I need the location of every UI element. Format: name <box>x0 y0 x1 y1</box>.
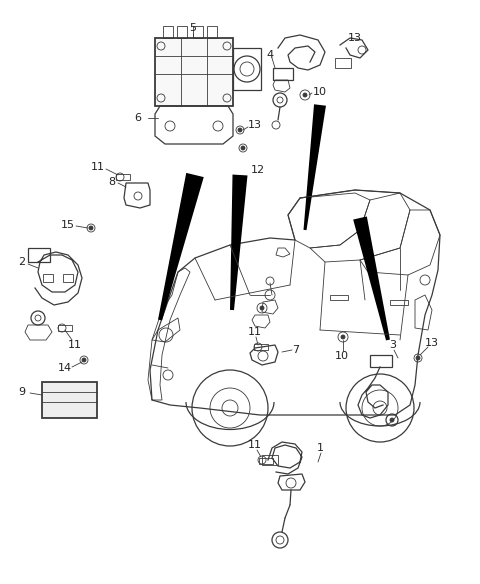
Text: 11: 11 <box>68 340 82 350</box>
Text: 3: 3 <box>389 340 396 350</box>
Text: 11: 11 <box>91 162 105 172</box>
Circle shape <box>82 358 86 362</box>
Polygon shape <box>158 173 204 321</box>
Text: 11: 11 <box>248 327 262 337</box>
Text: 12: 12 <box>251 165 265 175</box>
Polygon shape <box>303 105 326 230</box>
Text: 14: 14 <box>58 363 72 373</box>
Text: 5: 5 <box>190 23 196 33</box>
Text: 11: 11 <box>248 440 262 450</box>
Bar <box>233 48 261 90</box>
Polygon shape <box>230 175 248 310</box>
Bar <box>335 58 351 68</box>
Bar <box>390 300 408 305</box>
Bar <box>63 274 73 282</box>
Bar <box>58 325 72 331</box>
Text: 10: 10 <box>335 351 349 361</box>
Bar <box>28 248 50 262</box>
Text: 8: 8 <box>108 177 116 187</box>
Circle shape <box>241 146 245 150</box>
Bar <box>330 295 348 300</box>
Bar <box>163 26 173 38</box>
Bar <box>177 26 187 38</box>
Circle shape <box>89 226 93 230</box>
Text: 13: 13 <box>425 338 439 348</box>
Bar <box>370 355 392 367</box>
Text: 6: 6 <box>134 113 142 123</box>
Text: 13: 13 <box>348 33 362 43</box>
Bar <box>262 455 278 465</box>
Polygon shape <box>353 217 390 340</box>
Circle shape <box>260 306 264 310</box>
Text: 2: 2 <box>18 257 25 267</box>
Bar <box>259 458 273 464</box>
Bar <box>254 344 268 350</box>
Circle shape <box>303 93 307 97</box>
Circle shape <box>341 335 345 339</box>
Bar <box>193 26 203 38</box>
Circle shape <box>238 128 242 132</box>
Text: 4: 4 <box>266 50 274 60</box>
Bar <box>116 174 130 180</box>
Bar <box>207 26 217 38</box>
Text: 7: 7 <box>292 345 300 355</box>
Bar <box>155 38 233 106</box>
Circle shape <box>390 418 394 422</box>
Circle shape <box>416 356 420 360</box>
Text: 1: 1 <box>316 443 324 453</box>
Bar <box>273 68 293 80</box>
Text: 9: 9 <box>18 387 25 397</box>
Bar <box>42 382 97 418</box>
Text: 10: 10 <box>313 87 327 97</box>
Bar <box>43 274 53 282</box>
Text: 15: 15 <box>61 220 75 230</box>
Text: 13: 13 <box>248 120 262 130</box>
